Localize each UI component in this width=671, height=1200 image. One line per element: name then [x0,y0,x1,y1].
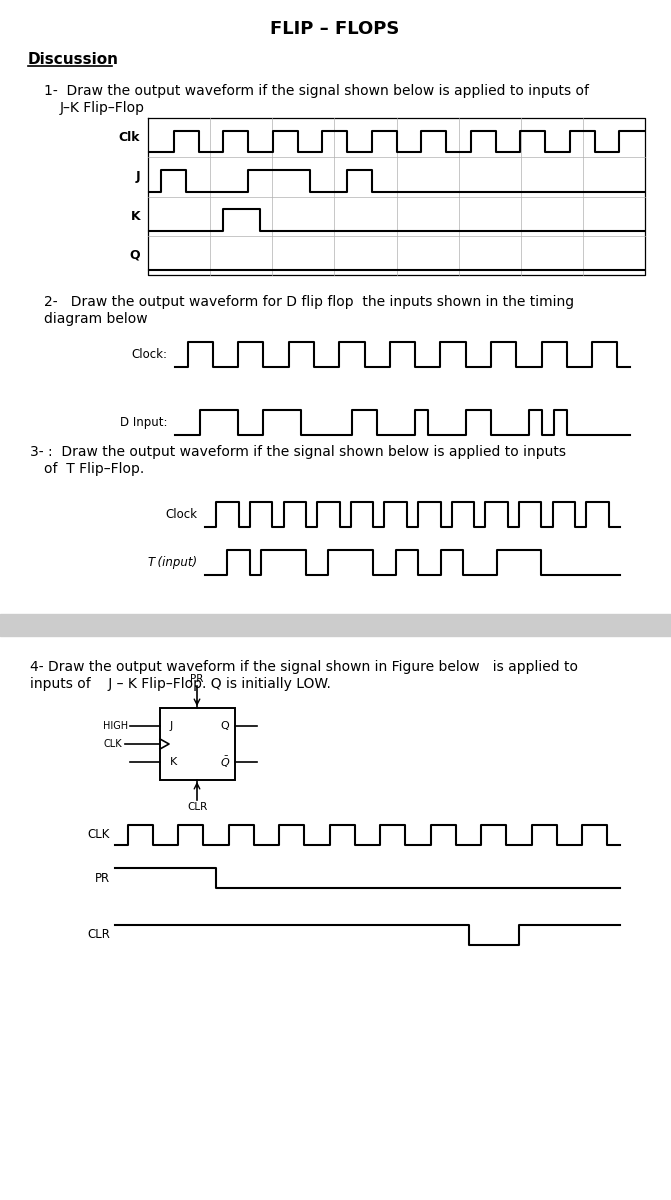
Text: diagram below: diagram below [44,312,148,326]
Text: PR: PR [191,674,204,684]
Text: 2-   Draw the output waveform for D flip flop  the inputs shown in the timing: 2- Draw the output waveform for D flip f… [44,295,574,308]
Text: 3- :  Draw the output waveform if the signal shown below is applied to inputs: 3- : Draw the output waveform if the sig… [30,445,566,458]
Bar [0,614,671,636]
Text: Clock: Clock [165,508,197,521]
Text: CLR: CLR [87,929,110,942]
Text: J: J [170,721,173,731]
Text: Q: Q [130,248,140,262]
Text: Clock:: Clock: [131,348,167,361]
Text: 4- Draw the output waveform if the signal shown in Figure below   is applied to: 4- Draw the output waveform if the signa… [30,660,578,674]
Text: Q: Q [220,721,229,731]
Text: J–K Flip–Flop: J–K Flip–Flop [60,101,145,115]
Text: J: J [136,170,140,184]
Text: of  T Flip–Flop.: of T Flip–Flop. [44,462,144,476]
Text: Clk: Clk [119,131,140,144]
Text: CLR: CLR [187,802,207,812]
Text: CLK: CLK [88,828,110,841]
Text: Discussion: Discussion [28,52,119,67]
Text: PR: PR [95,871,110,884]
Text: FLIP – FLOPS: FLIP – FLOPS [270,20,400,38]
Bar [160,708,235,780]
Text: T (input): T (input) [148,556,197,569]
Text: K: K [170,757,177,767]
Text: 1-  Draw the output waveform if the signal shown below is applied to inputs of: 1- Draw the output waveform if the signa… [44,84,589,98]
Text: CLK: CLK [103,739,122,749]
Text: inputs of    J – K Flip–Flop. Q is initially LOW.: inputs of J – K Flip–Flop. Q is initiall… [30,677,331,691]
Text: HIGH: HIGH [103,721,128,731]
Text: K: K [130,210,140,223]
Text: D Input:: D Input: [119,416,167,428]
Text: $\bar{Q}$: $\bar{Q}$ [219,755,230,769]
